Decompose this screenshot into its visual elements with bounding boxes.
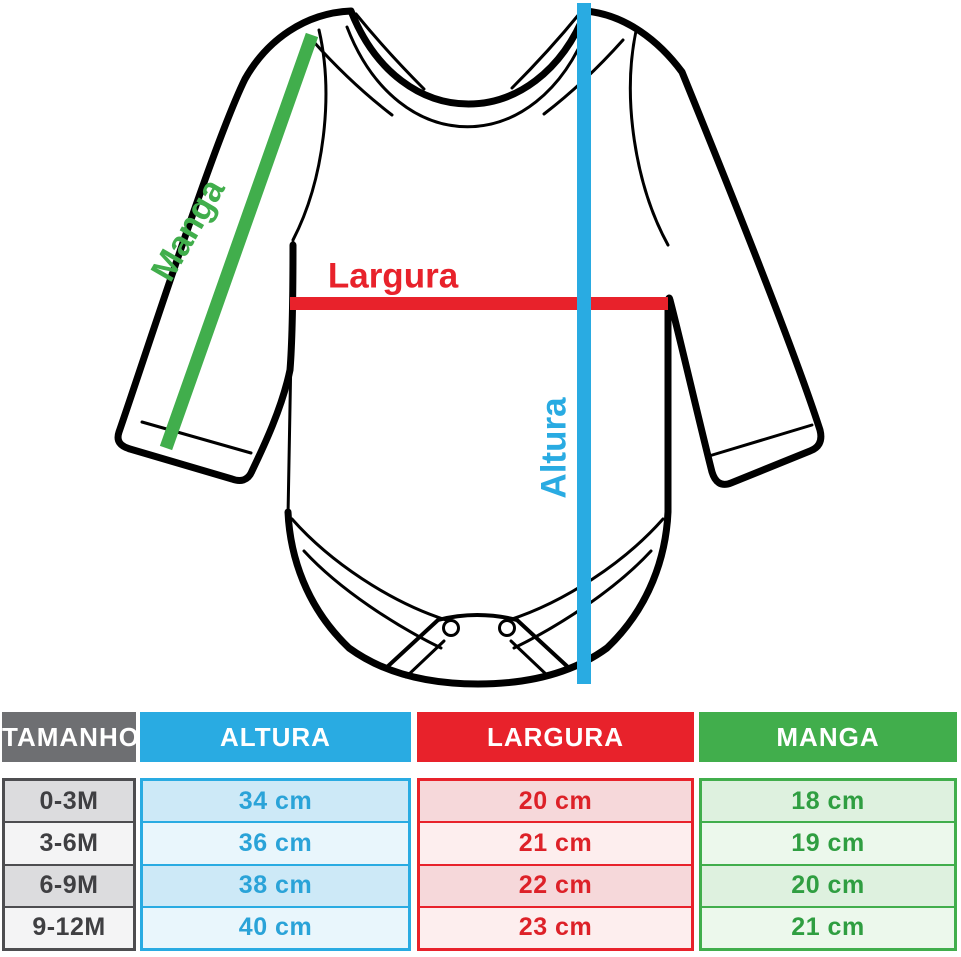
cell-altura-row0: 34 cm [143, 781, 408, 822]
header-manga: MANGA [699, 712, 957, 762]
cell-largura-row3: 23 cm [420, 905, 691, 948]
right-armhole-seam [628, 29, 670, 247]
crotch-flap-inner-lines [404, 639, 551, 679]
inner-neckline [345, 25, 590, 129]
cell-largura-row0: 20 cm [420, 781, 691, 822]
crotch-flap [384, 613, 571, 670]
largura-measure-line [290, 297, 668, 310]
left-shoulder-flap-lines [311, 12, 426, 117]
cell-tamanho-row3: 9-12M [5, 905, 133, 948]
cell-tamanho-row0: 0-3M [5, 781, 133, 822]
bodysuit-diagram: Manga Largura Altura [114, 3, 825, 688]
header-tamanho: TAMANHO [2, 712, 139, 762]
cell-largura-row2: 22 cm [420, 863, 691, 906]
altura-measure-line [577, 3, 591, 684]
column-altura: ALTURA 34 cm 36 cm 38 cm 40 cm [140, 712, 411, 957]
cell-altura-row2: 38 cm [143, 863, 408, 906]
size-table: TAMANHO 0-3M 3-6M 6-9M 9-12M ALTURA 34 c… [0, 712, 961, 957]
cell-manga-row2: 20 cm [702, 863, 954, 906]
header-altura: ALTURA [140, 712, 411, 762]
column-body-manga: 18 cm 19 cm 20 cm 21 cm [699, 778, 957, 951]
column-body-altura: 34 cm 36 cm 38 cm 40 cm [140, 778, 411, 951]
snap-button-right [498, 619, 516, 637]
torso-left-seam [286, 240, 295, 518]
cell-altura-row1: 36 cm [143, 821, 408, 864]
left-cuff-fold [140, 420, 253, 455]
snap-button-left [442, 619, 460, 637]
cell-manga-row0: 18 cm [702, 781, 954, 822]
cell-tamanho-row1: 3-6M [5, 821, 133, 864]
header-largura: LARGURA [417, 712, 694, 762]
altura-label: Altura [534, 397, 574, 499]
cell-tamanho-row2: 6-9M [5, 863, 133, 906]
left-armhole-seam [291, 28, 328, 242]
cell-altura-row3: 40 cm [143, 905, 408, 948]
left-leg-binding [290, 517, 448, 650]
cell-largura-row1: 21 cm [420, 821, 691, 864]
largura-label: Largura [327, 256, 459, 296]
column-manga: MANGA 18 cm 19 cm 20 cm 21 cm [699, 712, 957, 957]
column-body-largura: 20 cm 21 cm 22 cm 23 cm [417, 778, 694, 951]
bodysuit-outline [114, 7, 825, 688]
column-largura: LARGURA 20 cm 21 cm 22 cm 23 cm [417, 712, 694, 957]
bodysuit-drawing [114, 3, 825, 688]
cell-manga-row1: 19 cm [702, 821, 954, 864]
cell-manga-row3: 21 cm [702, 905, 954, 948]
manga-measure-line [159, 32, 319, 451]
right-shoulder-flap-lines [510, 11, 625, 116]
column-body-tamanho: 0-3M 3-6M 6-9M 9-12M [2, 778, 136, 951]
right-cuff-fold [707, 423, 814, 458]
column-tamanho: TAMANHO 0-3M 3-6M 6-9M 9-12M [2, 712, 139, 957]
